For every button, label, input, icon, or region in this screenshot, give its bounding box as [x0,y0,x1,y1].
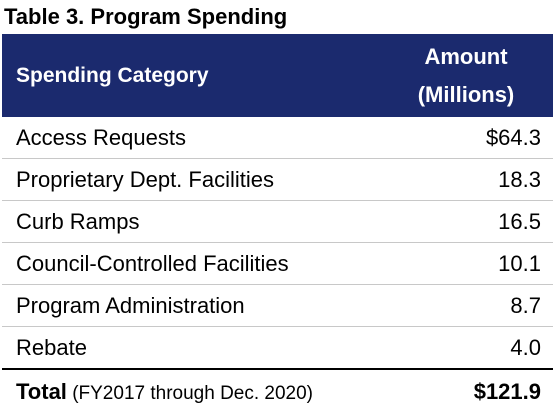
table-row: Program Administration 8.7 [2,285,553,327]
row-amount: 18.3 [498,167,541,192]
table-row: Rebate 4.0 [2,327,553,368]
row-amount: 10.1 [498,251,541,276]
row-category: Council-Controlled Facilities [16,251,289,276]
table-body: Access Requests $64.3 Proprietary Dept. … [2,117,553,368]
total-label-cell: Total (FY2017 through Dec. 2020) [16,370,313,413]
row-category: Access Requests [16,125,186,150]
row-category: Rebate [16,335,87,360]
total-label: Total [16,379,67,404]
table-row: Access Requests $64.3 [2,117,553,159]
row-category: Proprietary Dept. Facilities [16,167,274,192]
table-row: Council-Controlled Facilities 10.1 [2,243,553,285]
table-header: Spending Category Amount (Millions) [2,34,553,117]
row-amount: 4.0 [510,335,541,360]
row-amount: $64.3 [485,125,541,150]
header-category: Spending Category [16,63,209,87]
table-row: Curb Ramps 16.5 [2,201,553,243]
header-amount: Amount (Millions) [391,38,541,114]
header-amount-label: Amount [424,44,508,69]
row-amount: 8.7 [510,293,541,318]
table-title: Table 3. Program Spending [4,4,288,29]
row-category: Program Administration [16,293,245,318]
spending-table: Spending Category Amount (Millions) Acce… [2,34,553,413]
total-note: (FY2017 through Dec. 2020) [66,383,314,404]
table-row: Proprietary Dept. Facilities 18.3 [2,159,553,201]
total-amount: $121.9 [473,379,541,404]
total-row: Total (FY2017 through Dec. 2020) $121.9 [2,368,553,413]
row-amount: 16.5 [498,209,541,234]
row-category: Curb Ramps [16,209,140,234]
header-amount-unit: (Millions) [417,82,515,107]
